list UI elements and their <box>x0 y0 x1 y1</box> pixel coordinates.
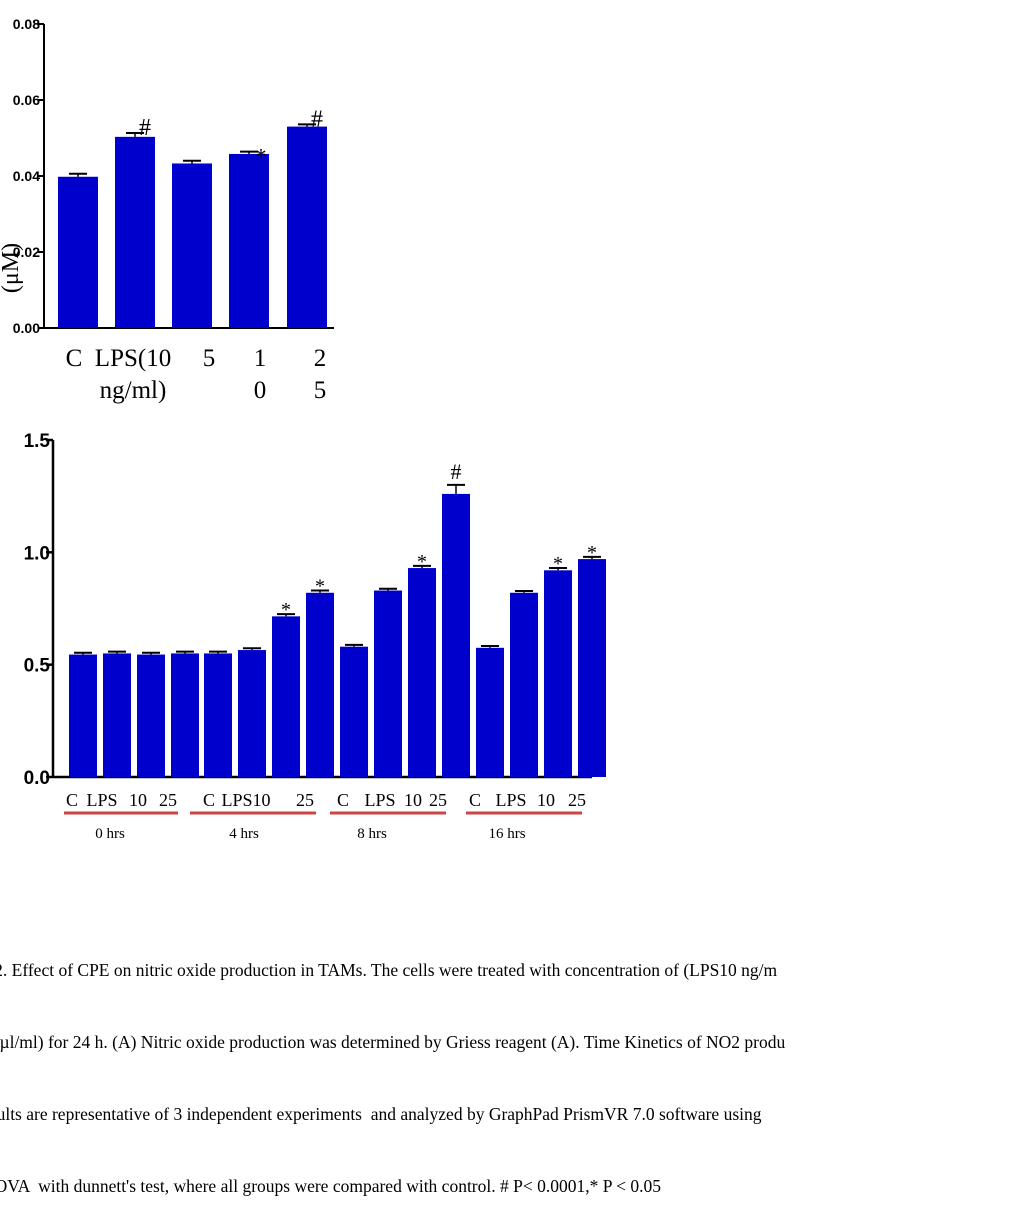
figure-caption: e 2. Effect of CPE on nitric oxide produ… <box>0 910 1024 1222</box>
x-tick-label-b: 10 <box>537 790 555 810</box>
y-tick-label-a: 0.08 <box>13 16 40 32</box>
bar-b <box>238 650 266 777</box>
significance-mark-b: * <box>587 542 597 564</box>
x-tick-label-b: 10 <box>129 790 147 810</box>
x-tick-label-a: 1 <box>254 345 267 372</box>
group-label-b: 4 hrs <box>229 826 259 842</box>
bar-b <box>103 653 131 777</box>
x-tick-label-b: LPS <box>364 790 395 810</box>
caption-line-2: 25µl/ml) for 24 h. (A) Nitric oxide prod… <box>0 1032 786 1052</box>
bar-b <box>442 493 470 777</box>
x-tick-label-a: 2 <box>314 345 327 372</box>
group-label-b: 16 hrs <box>488 826 525 842</box>
x-tick-label-b: C <box>469 790 481 810</box>
bar-b <box>340 646 368 777</box>
y-tick-label-b: 0.0 <box>24 768 50 789</box>
x-tick-label-a: ng/ml) <box>100 377 167 404</box>
y-tick-label-b: 0.5 <box>24 656 51 677</box>
significance-mark-a: # <box>311 106 323 132</box>
significance-mark-a: # <box>139 115 151 141</box>
x-tick-label-b: LPS <box>86 790 117 810</box>
bar-b <box>510 592 538 777</box>
y-tick-label-b: 1.0 <box>24 543 50 564</box>
x-tick-label-a: 0 <box>254 377 267 404</box>
bar-b <box>69 654 97 777</box>
x-tick-label-b: 25 <box>429 790 447 810</box>
bar-b <box>374 590 402 777</box>
bar-b <box>272 616 300 777</box>
y-tick-label-a: 0.00 <box>13 320 40 336</box>
y-tick-label-a: 0.02 <box>13 244 40 260</box>
group-label-b: 0 hrs <box>95 826 125 842</box>
bar-b <box>204 653 232 777</box>
bar-b <box>476 647 504 777</box>
bar-b <box>306 592 334 777</box>
bar-a <box>172 163 212 328</box>
y-tick-label-a: 0.06 <box>13 92 40 108</box>
x-tick-label-b: C <box>203 790 215 810</box>
x-tick-label-b: C <box>66 790 78 810</box>
significance-mark-b: * <box>417 551 427 573</box>
x-tick-label-b: 25 <box>296 790 314 810</box>
bar-b <box>171 653 199 777</box>
x-tick-label-b: 25 <box>568 790 586 810</box>
x-tick-label-b: LPS <box>495 790 526 810</box>
bar-a <box>115 136 155 328</box>
x-tick-label-a: LPS(10 <box>95 345 171 372</box>
x-tick-label-a: 5 <box>203 345 216 372</box>
bar-b <box>578 559 606 777</box>
caption-line-4: NOVA with dunnett's test, where all grou… <box>0 1176 662 1196</box>
x-tick-label-b: 25 <box>159 790 177 810</box>
chart-panel-a: 0.00 0.02 0.04 0.06 0.08 (μM) # * # C LPS(10 ng/ml)… <box>0 16 334 404</box>
figure: 0.000.020.040.060.08(μM)#*#C LPS(10ng/ml)… <box>0 16 606 842</box>
x-tick-label-b: 10 <box>404 790 422 810</box>
bar-a <box>58 176 98 328</box>
bar-b <box>137 654 165 777</box>
y-tick-label-a: 0.04 <box>13 168 40 184</box>
x-tick-label-b: LPS10 <box>221 790 270 810</box>
significance-mark-b: # <box>451 459 462 484</box>
caption-line-1: e 2. Effect of CPE on nitric oxide produ… <box>0 960 778 980</box>
significance-mark-b: * <box>281 599 291 621</box>
group-label-b: 8 hrs <box>357 826 387 842</box>
caption-line-3: esults are representative of 3 independe… <box>0 1104 762 1124</box>
x-tick-label-a: C <box>66 345 83 372</box>
y-tick-label-b: 1.5 <box>24 431 51 452</box>
bar-a <box>229 153 269 328</box>
x-tick-label-a: 5 <box>314 377 327 404</box>
chart-panel-b: 0.00.51.01.5C LPS 10 250 hrs**C LPS10 254 hrs… <box>24 431 606 842</box>
y-axis-label-a: (μM) <box>0 243 24 293</box>
significance-mark-b: * <box>315 576 325 598</box>
bar-b <box>544 570 572 777</box>
bar-b <box>408 568 436 777</box>
significance-mark-a: * <box>256 144 267 169</box>
significance-mark-b: * <box>553 553 563 575</box>
bar-a <box>287 126 327 328</box>
x-tick-label-b: C <box>337 790 349 810</box>
